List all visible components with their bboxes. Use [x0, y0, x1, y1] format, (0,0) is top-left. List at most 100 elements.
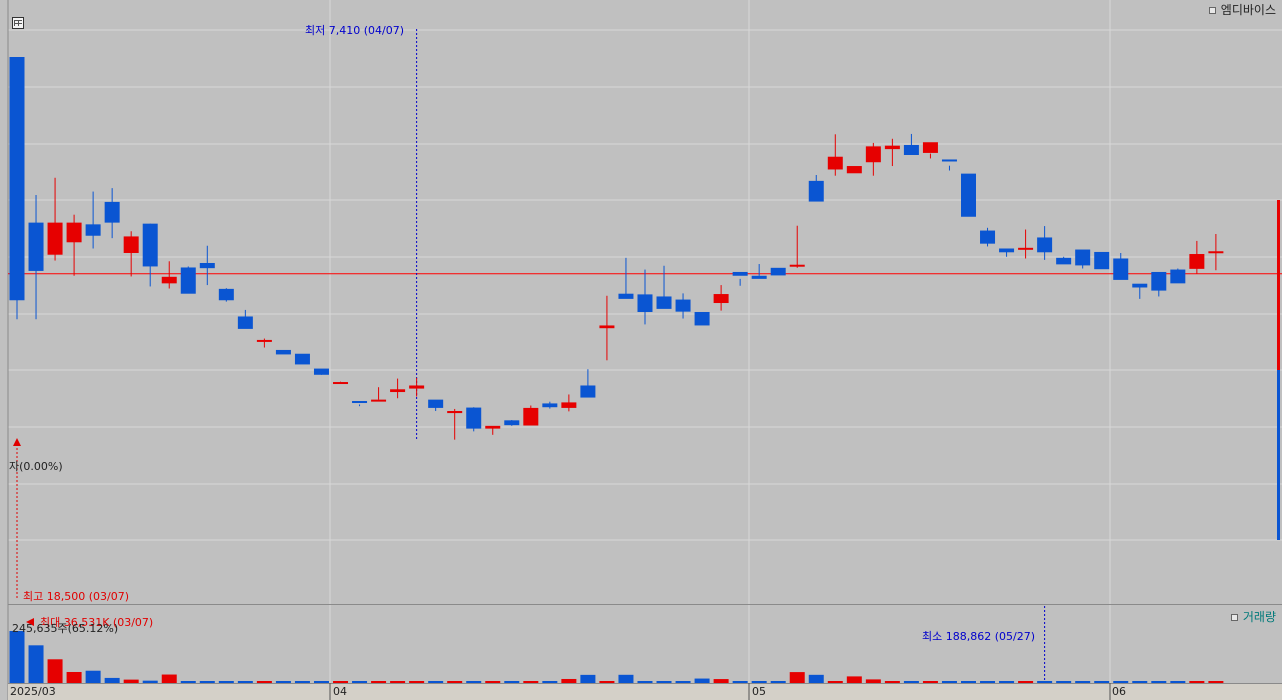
candle-body [85, 224, 101, 236]
volume-bar [865, 679, 881, 683]
candle-body [504, 420, 520, 426]
candle-body [961, 173, 976, 217]
x-tick-label: 2025/03 [10, 685, 56, 698]
candle-body [409, 385, 425, 389]
volume-bar [1189, 681, 1205, 683]
volume-bar [618, 674, 634, 683]
volume-bar [941, 681, 957, 683]
candle-body [732, 271, 748, 276]
volume-bar [999, 681, 1015, 683]
candle-body [770, 267, 786, 276]
candle-body [352, 401, 368, 404]
candle-body [542, 403, 558, 408]
candle-body [1094, 251, 1110, 270]
volume-bar [9, 631, 25, 683]
candle-body [123, 236, 139, 253]
candle-body [371, 399, 387, 402]
volume-bar [694, 678, 710, 683]
volume-bar [275, 681, 291, 683]
candle-body [580, 385, 596, 398]
volume-last-label: 245,635주(65.12%) [12, 622, 119, 635]
volume-bar [428, 681, 444, 683]
volume-bar [447, 681, 463, 683]
calendar-icon[interactable] [12, 17, 24, 29]
volume-bar [1075, 681, 1091, 683]
candle-body [618, 293, 634, 299]
candle-body [827, 156, 843, 170]
volume-bar [256, 681, 272, 683]
candle-body [1189, 254, 1205, 269]
candle-body [599, 325, 615, 329]
volume-title: 거래량 [1242, 610, 1276, 624]
volume-bar [485, 681, 501, 683]
volume-bar [599, 681, 615, 683]
candle-body [941, 159, 957, 162]
candle-body [428, 399, 444, 408]
volume-bar [675, 681, 691, 683]
volume-bar [1113, 681, 1129, 683]
volume-bar [66, 671, 82, 683]
volume-bar [542, 681, 558, 683]
right-range-up [1277, 200, 1280, 370]
volume-bar [846, 676, 862, 683]
candle-body [9, 57, 25, 301]
candle-body [694, 311, 710, 326]
volume-bar [313, 681, 329, 683]
candle-body [1208, 251, 1224, 254]
candle-body [333, 382, 349, 385]
volume-bar [637, 681, 653, 683]
candle-body [161, 276, 177, 284]
volume-bar [770, 681, 786, 683]
candle-body [675, 299, 691, 312]
volume-bar [1037, 681, 1053, 683]
candle-body [1151, 271, 1167, 291]
candle-body [142, 223, 158, 267]
volume-bar [561, 678, 577, 683]
volume-bar [789, 672, 805, 683]
candle-body [1018, 247, 1034, 250]
candle-body [637, 294, 653, 312]
volume-bar [28, 645, 44, 683]
candle-body [275, 349, 291, 355]
volume-bar [751, 681, 767, 683]
candle-body [980, 230, 996, 244]
volume-bar [199, 681, 215, 683]
volume-bar [409, 681, 425, 683]
x-axis-band [8, 683, 1282, 700]
candle-body [66, 222, 82, 243]
candle-body [789, 264, 805, 267]
x-tick-label: 06 [1112, 685, 1126, 698]
candle-body [447, 411, 463, 414]
volume-bar [237, 681, 253, 683]
volume-bar [523, 681, 539, 683]
candle-body [656, 296, 672, 309]
volume-bar [104, 677, 120, 683]
volume-bar [732, 681, 748, 683]
volume-bar [504, 681, 520, 683]
change-label: 자(0.00%) [9, 460, 63, 473]
volume-bar [656, 681, 672, 683]
candle-body [218, 288, 234, 301]
candle-body [808, 180, 824, 202]
candle-body [237, 316, 253, 329]
volume-bar [1170, 681, 1186, 683]
candle-body [713, 294, 729, 304]
volume-min-label: 최소 188,862 (05/27) [922, 630, 1036, 643]
candle-body [313, 368, 329, 375]
candle-body [1037, 237, 1053, 253]
volume-bar [580, 674, 596, 683]
candle-body [999, 248, 1015, 253]
volume-bar [1132, 681, 1148, 683]
price-max-label: 최고 18,500 (03/07) [23, 590, 130, 603]
volume-bar [123, 679, 139, 683]
volume-bar [47, 659, 63, 683]
volume-bar [466, 681, 482, 683]
volume-bar [1056, 681, 1072, 683]
volume-bar [294, 681, 310, 683]
volume-bar [390, 681, 406, 683]
candle-body [485, 425, 501, 429]
candle-body [1113, 258, 1129, 280]
candle-body [294, 353, 310, 365]
volume-bar [980, 681, 996, 683]
